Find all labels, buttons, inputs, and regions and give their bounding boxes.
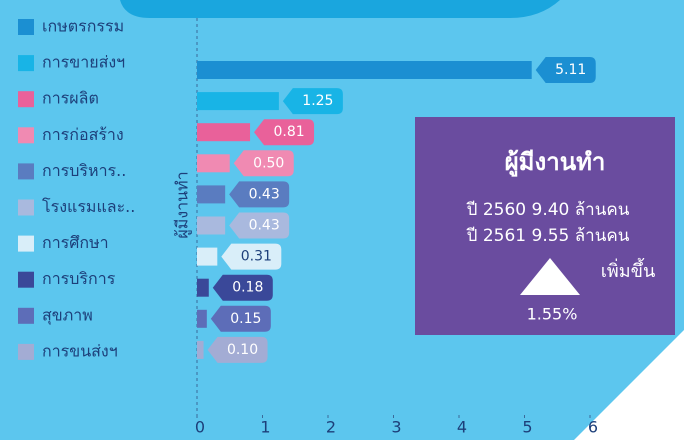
legend-swatch [18,91,34,108]
x-tick-label: 6 [588,418,598,437]
value-bubble [233,150,294,177]
legend-label: โรงแรมและ.. [42,197,135,216]
legend-swatch [18,271,34,288]
info-line: ปี 2561 9.55 ล้านคน [466,226,630,246]
legend-label: สุขภาพ [42,305,93,325]
bar [197,154,230,173]
bar [197,247,218,266]
bar [197,216,226,235]
value-label: 0.43 [249,218,280,234]
legend-label: การบริการ [42,269,116,288]
value-bubble [535,57,596,83]
value-bubble [282,88,343,115]
legend-label: การก่อสร้าง [42,125,124,144]
legend-label: การศึกษา [42,233,109,252]
legend-label: การขนส่งฯ [42,341,118,360]
x-tick-label: 0 [195,418,205,437]
value-label: 0.15 [230,311,261,327]
value-label: 0.43 [249,186,280,202]
x-tick-label: 4 [457,418,467,437]
corner [574,330,684,440]
bar [197,185,226,204]
value-label: 0.10 [227,342,258,358]
legend-swatch [18,19,34,35]
value-label: 0.81 [273,124,304,140]
y-axis-title: ผู้มีงานทำ [173,171,193,238]
value-bubble [254,119,315,146]
legend-label: การบริหาร.. [42,161,126,180]
legend-label: การผลิต [42,89,99,108]
value-bubble [221,243,282,270]
bar [197,92,279,111]
legend-swatch [18,55,34,72]
bar [197,61,532,79]
value-label: 1.25 [302,93,333,109]
value-label: 0.31 [241,249,272,265]
up-triangle [520,258,580,295]
bar [197,309,207,328]
info-title: ผู้มีงานทำ [505,148,606,177]
value-bubble [207,336,268,363]
value-label: 5.11 [555,62,586,78]
x-tick-label: 1 [260,418,270,437]
value-bubble [212,274,273,301]
legend-label: เกษตรกรรม [42,17,124,36]
info-line: ปี 2560 9.40 ล้านคน [466,200,630,220]
legend-swatch [18,163,34,180]
x-tick-label: 5 [522,418,532,437]
x-tick-label: 2 [326,418,336,437]
info-change: 1.55% [527,305,578,324]
bar [197,340,204,359]
value-label: 0.18 [232,280,263,296]
info-change-label: เพิ่มขึ้น [601,258,656,282]
bar [197,123,251,142]
value-bubble [210,305,271,332]
value-bubble [229,181,290,208]
x-tick-label: 3 [391,418,401,437]
bar [197,278,209,297]
value-label: 0.50 [253,155,284,171]
legend-swatch [18,307,34,324]
legend-label: การขายส่งฯ [42,53,125,72]
legend-swatch [18,127,34,144]
info-box [415,117,675,335]
legend-swatch [18,235,34,252]
value-bubble [229,212,290,239]
legend-swatch [18,199,34,216]
legend-swatch [18,343,34,360]
header-tab [120,0,560,18]
